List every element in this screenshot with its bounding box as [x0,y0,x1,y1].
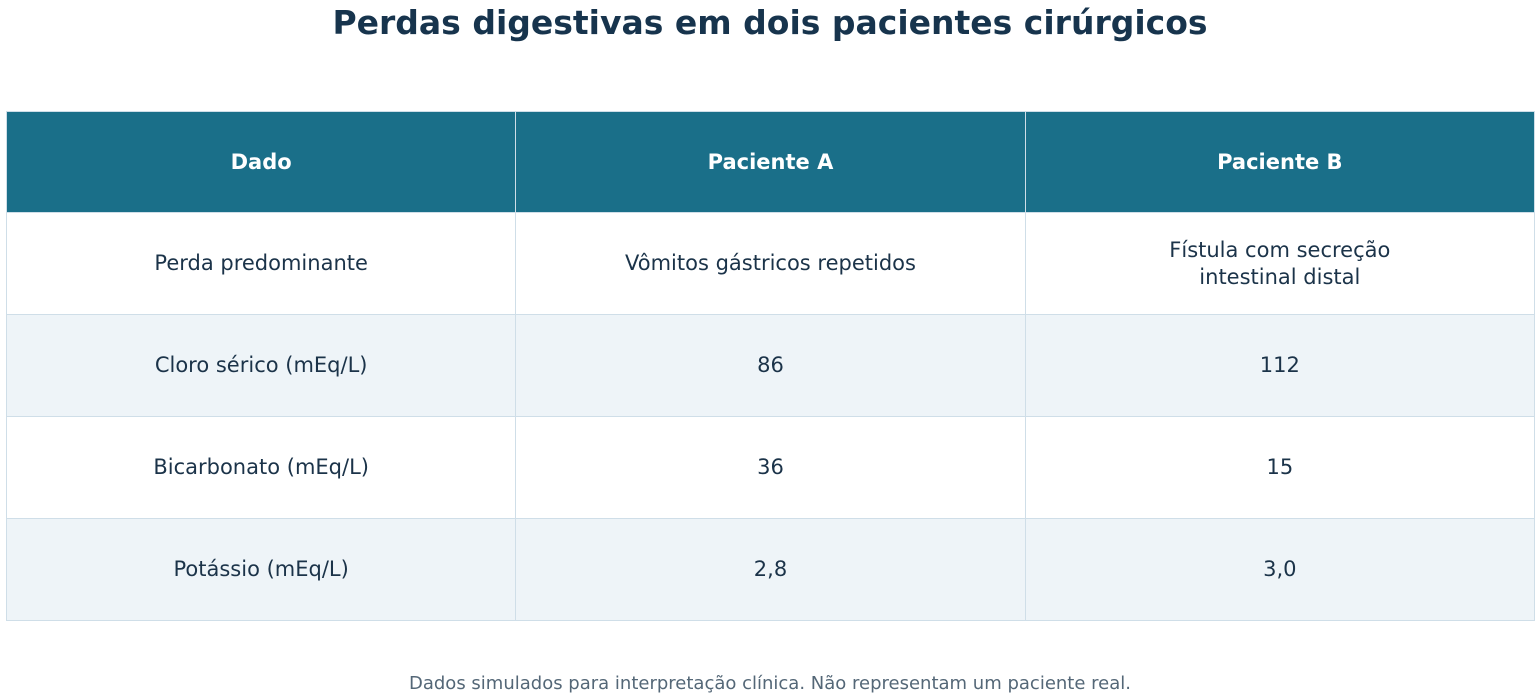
cell-paciente-a-cloro: 86 [515,314,1026,417]
cell-paciente-b-cloro: 112 [1024,314,1536,417]
cell-paciente-b-bicarbonato: 15 [1024,416,1536,519]
row-label-potassio: Potássio (mEq/L) [5,518,517,621]
row-label-cloro: Cloro sérico (mEq/L) [5,314,517,417]
column-header-paciente-a: Paciente A [515,111,1026,213]
table-row: Bicarbonato (mEq/L) 36 15 [5,416,1536,519]
footnote: Dados simulados para interpretação clíni… [408,673,1131,694]
row-label-perda-predominante: Perda predominante [5,212,517,315]
chart-title: Perdas digestivas em dois pacientes cirú… [332,3,1208,42]
column-header-dado: Dado [5,111,517,213]
table-row: Cloro sérico (mEq/L) 86 112 [5,314,1536,417]
cell-paciente-a-perda: Vômitos gástricos repetidos [515,212,1026,315]
data-table: Dado Paciente A Paciente B Perda predomi… [5,111,1536,621]
row-label-bicarbonato: Bicarbonato (mEq/L) [5,416,517,519]
table-row: Perda predominante Vômitos gástricos rep… [5,212,1536,315]
cell-paciente-a-potassio: 2,8 [515,518,1026,621]
table-row: Potássio (mEq/L) 2,8 3,0 [5,518,1536,621]
cell-paciente-a-bicarbonato: 36 [515,416,1026,519]
data-table-container: Dado Paciente A Paciente B Perda predomi… [5,111,1536,621]
cell-paciente-b-perda: Fístula com secreção intestinal distal [1024,212,1536,315]
cell-paciente-b-potassio: 3,0 [1024,518,1536,621]
column-header-paciente-b: Paciente B [1024,111,1536,213]
table-header-row: Dado Paciente A Paciente B [5,111,1536,213]
